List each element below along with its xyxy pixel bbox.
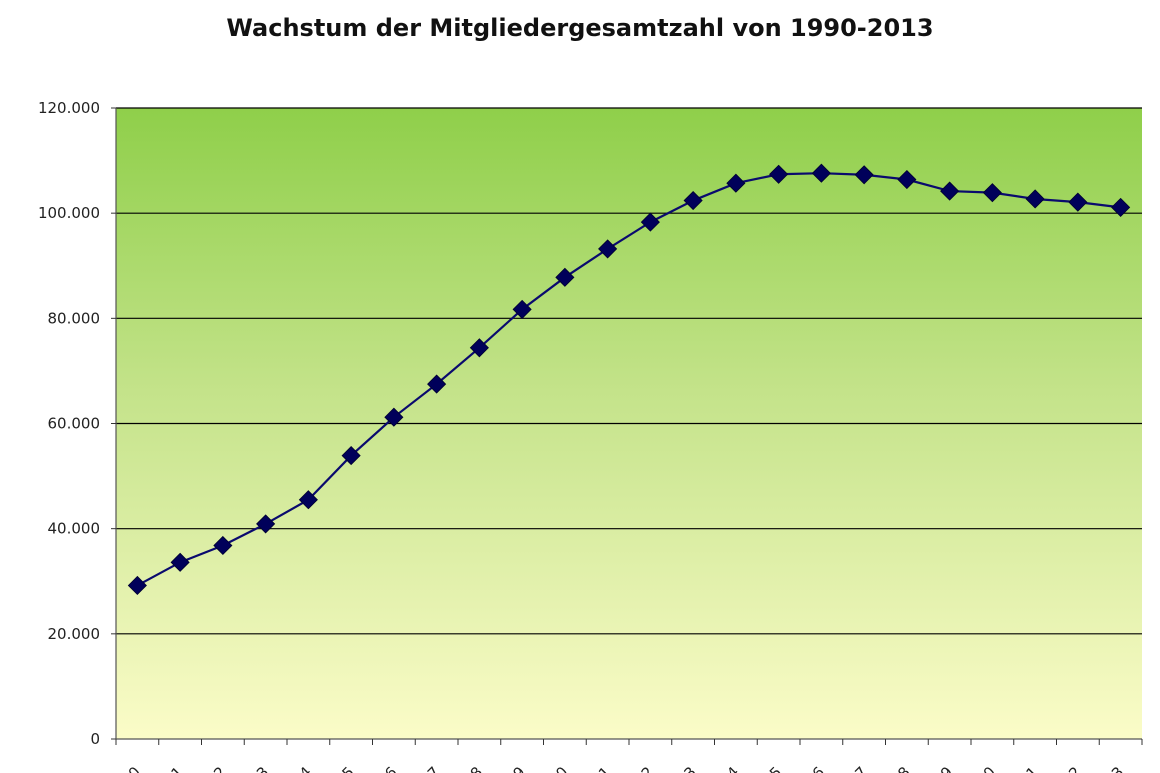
data-point xyxy=(341,446,361,466)
data-point xyxy=(640,212,660,232)
x-tick-label: 97 xyxy=(417,763,443,773)
y-axis-ticks: 0 20.000 40.000 60.000 80.000 100.000 120.000 xyxy=(38,99,116,748)
x-tick-label: 95 xyxy=(332,763,358,773)
data-point xyxy=(598,239,618,259)
data-point xyxy=(298,490,318,510)
x-tick-label: 93 xyxy=(246,763,272,773)
data-point xyxy=(897,169,917,190)
data-point xyxy=(683,190,703,211)
data-point xyxy=(384,407,404,427)
y-tick-label: 60.000 xyxy=(48,415,101,433)
data-point xyxy=(769,164,789,184)
x-tick-label: 13 xyxy=(1101,763,1127,773)
x-tick-label: 12 xyxy=(1058,763,1084,773)
y-tick-label: 40.000 xyxy=(48,520,101,538)
data-point xyxy=(726,173,746,193)
x-tick-label: 05 xyxy=(759,763,785,773)
x-tick-label: 04 xyxy=(716,763,742,773)
data-point xyxy=(469,338,489,358)
x-tick-label: 10 xyxy=(973,763,999,773)
data-point xyxy=(512,299,532,319)
data-point xyxy=(854,165,874,185)
chart-title: Wachstum der Mitgliedergesamtzahl von 19… xyxy=(226,14,934,42)
x-tick-label: 08 xyxy=(887,763,913,773)
data-point xyxy=(1111,197,1131,217)
x-tick-label: 07 xyxy=(845,763,871,773)
y-tick-label: 20.000 xyxy=(48,625,101,643)
data-point xyxy=(1025,189,1045,209)
x-axis-ticks: 90 91 92 93 94 95 96 97 98 99 00 01 02 03 04 05 06 07 08 09… xyxy=(115,739,1143,773)
series xyxy=(127,163,1131,596)
gridlines xyxy=(116,107,1142,635)
data-point xyxy=(982,183,1002,203)
x-tick-label: 11 xyxy=(1016,763,1042,773)
x-tick-label: 99 xyxy=(503,763,529,773)
data-point xyxy=(1068,192,1088,212)
data-point xyxy=(213,535,233,556)
y-tick-label: 100.000 xyxy=(38,204,100,222)
x-tick-label: 06 xyxy=(802,763,828,773)
x-tick-label: 98 xyxy=(460,763,486,773)
x-tick-label: 91 xyxy=(161,763,187,773)
x-tick-label: 03 xyxy=(674,763,700,773)
x-tick-label: 00 xyxy=(545,763,571,773)
x-tick-label: 01 xyxy=(588,763,614,773)
x-tick-label: 96 xyxy=(374,763,400,773)
y-tick-label: 80.000 xyxy=(48,309,101,327)
y-tick-label: 0 xyxy=(90,730,100,748)
y-tick-label: 120.000 xyxy=(38,99,100,117)
data-point xyxy=(170,552,190,572)
x-tick-label: 09 xyxy=(930,763,956,773)
data-point xyxy=(427,374,447,394)
data-point xyxy=(256,514,276,534)
x-tick-label: 02 xyxy=(631,763,657,773)
data-point xyxy=(127,575,147,596)
x-tick-label: 92 xyxy=(203,763,229,773)
data-point xyxy=(555,267,575,287)
x-tick-label: 94 xyxy=(289,763,315,773)
x-tick-label: 90 xyxy=(118,763,144,773)
data-point xyxy=(940,181,960,201)
data-point xyxy=(811,163,831,183)
